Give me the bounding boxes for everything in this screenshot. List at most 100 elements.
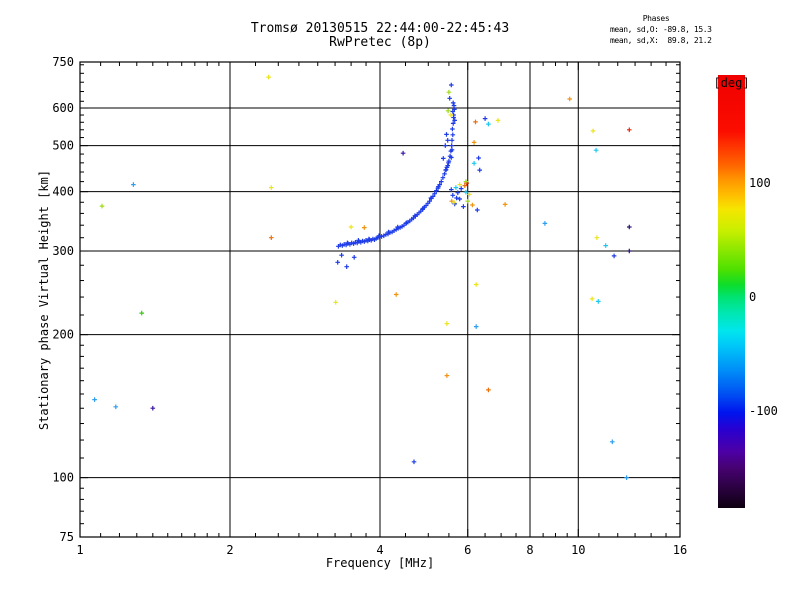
data-point: [477, 167, 482, 173]
data-point: [113, 404, 119, 410]
data-point: [404, 220, 409, 226]
data-point: [139, 310, 144, 316]
data-point: [473, 119, 478, 125]
x-tick-label: 8: [526, 543, 533, 557]
data-point: [400, 150, 406, 156]
data-point: [443, 167, 448, 173]
data-point: [594, 235, 600, 240]
x-tick-label: 2: [226, 543, 233, 557]
data-point: [439, 179, 444, 184]
y-tick-label: 500: [52, 139, 74, 153]
data-point: [593, 147, 599, 153]
data-point: [467, 192, 472, 197]
data-point: [452, 118, 457, 123]
data-point: [596, 299, 601, 304]
data-point: [333, 300, 338, 305]
data-point: [376, 233, 382, 239]
x-axis-title: Frequency [MHz]: [325, 556, 435, 570]
data-point: [450, 121, 456, 126]
data-points: [92, 74, 632, 480]
data-point: [450, 100, 456, 106]
data-point: [444, 373, 450, 378]
data-point: [444, 132, 449, 137]
x-tick-label: 6: [464, 543, 471, 557]
x-tick-label: 16: [673, 543, 687, 557]
data-point: [450, 193, 456, 198]
x-tick-label: 4: [376, 543, 383, 557]
data-point: [454, 195, 459, 201]
data-point: [445, 138, 450, 143]
data-point: [351, 255, 357, 260]
data-point: [502, 202, 508, 207]
data-point: [446, 160, 451, 166]
plot-box: [79, 61, 681, 538]
plot-title: Tromsø 20130515 22:44:00-22:45:43: [250, 21, 510, 36]
data-point: [463, 189, 469, 195]
data-point: [457, 196, 462, 202]
data-point: [471, 140, 477, 145]
series-x-mode-and-spread: [400, 108, 501, 213]
data-point: [451, 200, 457, 205]
data-point: [447, 96, 452, 101]
data-point: [627, 127, 632, 133]
data-point: [603, 243, 608, 248]
grid-lines: [80, 62, 680, 537]
data-point: [482, 116, 488, 121]
colorbar: [718, 75, 745, 508]
data-point: [589, 296, 595, 302]
data-point: [473, 324, 479, 329]
phase-stats-x-mode: mean, sd,X: 89.8, 21.2: [610, 36, 712, 45]
data-point: [476, 155, 481, 161]
series-scattered-echoes: [92, 74, 632, 480]
data-point: [436, 184, 441, 189]
data-point: [427, 198, 432, 204]
phase-stats-header: Phases: [642, 14, 670, 23]
data-point: [449, 155, 454, 160]
data-point: [475, 207, 480, 213]
data-point: [455, 190, 461, 195]
data-point: [434, 188, 439, 193]
data-point: [335, 260, 340, 265]
data-point: [457, 182, 462, 187]
data-point: [386, 229, 391, 235]
data-point: [442, 171, 447, 177]
data-point: [458, 186, 464, 191]
colorbar-tick-label: 100: [749, 176, 771, 191]
y-tick-label: 100: [52, 471, 74, 485]
data-point: [449, 82, 454, 88]
y-tick-label: 750: [52, 55, 74, 69]
data-point: [486, 387, 491, 393]
data-point: [412, 213, 418, 218]
data-point: [393, 292, 399, 297]
series-o-mode-trace: [335, 82, 457, 269]
data-point: [471, 161, 477, 166]
data-point: [339, 252, 344, 258]
data-point: [348, 224, 354, 230]
data-point: [465, 198, 470, 204]
phase-stats-o-mode: mean, sd,O: -89.8, 15.3: [610, 25, 712, 34]
data-point: [473, 282, 479, 287]
data-point: [441, 156, 446, 161]
data-point: [624, 475, 629, 480]
data-point: [344, 264, 349, 269]
data-point: [590, 128, 596, 134]
data-point: [610, 439, 615, 445]
data-point: [92, 397, 97, 402]
data-point: [567, 96, 572, 102]
y-tick-label: 600: [52, 101, 74, 115]
data-point: [362, 225, 367, 230]
data-point: [366, 236, 372, 242]
data-point: [131, 182, 136, 187]
data-point: [444, 321, 450, 326]
data-point: [450, 126, 455, 132]
data-point: [542, 221, 548, 226]
y-tick-label: 400: [52, 185, 74, 199]
data-point: [444, 165, 450, 170]
data-point: [449, 187, 454, 192]
data-point: [432, 191, 437, 196]
y-tick-label: 300: [52, 244, 74, 258]
plot-subtitle: RwPretec (8p): [329, 35, 431, 50]
data-point: [462, 183, 468, 188]
data-point: [452, 107, 457, 112]
